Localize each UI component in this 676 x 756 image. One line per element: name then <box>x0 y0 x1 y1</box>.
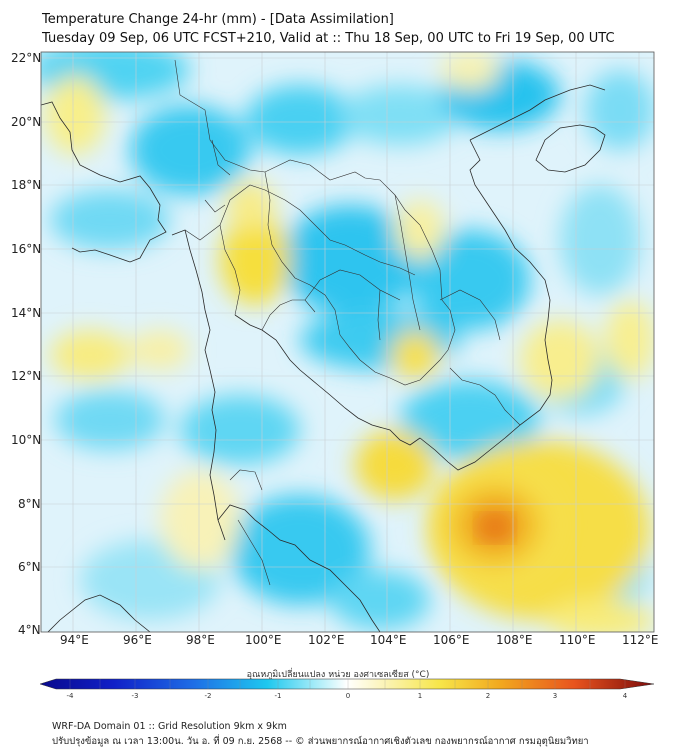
lon-label-94: 94°E <box>60 633 89 647</box>
lat-label-4: 4°N <box>18 623 41 637</box>
lat-label-22: 22°N <box>11 51 42 65</box>
lon-label-106: 106°E <box>433 633 470 647</box>
lon-label-102: 102°E <box>308 633 345 647</box>
colorbar-title: อุณหภูมิเปลี่ยนแปลง หน่วย องศาเซลเซียส (… <box>246 670 430 680</box>
lat-label-20: 20°N <box>11 115 42 129</box>
colorbar-tick: -2 <box>204 692 212 700</box>
lat-label-16: 16°N <box>11 242 42 256</box>
footer-line-1: WRF-DA Domain 01 :: Grid Resolution 9km … <box>52 721 287 732</box>
colorbar-tick: 0 <box>345 692 351 700</box>
lon-label-96: 96°E <box>123 633 152 647</box>
lon-label-112: 112°E <box>622 633 659 647</box>
lon-label-110: 110°E <box>559 633 596 647</box>
colorbar-tick: -4 <box>66 692 74 700</box>
borders <box>174 59 521 586</box>
graticule <box>41 52 654 632</box>
footer: WRF-DA Domain 01 :: Grid Resolution 9km … <box>52 719 589 749</box>
map-frame <box>40 51 655 633</box>
title-line-1: Temperature Change 24-hr (mm) - [Data As… <box>42 12 394 27</box>
lon-label-104: 104°E <box>370 633 407 647</box>
lon-label-98: 98°E <box>186 633 215 647</box>
colorbar-tick: 1 <box>417 692 423 700</box>
footer-line-2: ปรับปรุงข้อมูล ณ เวลา 13:00น. วัน อ. ที่… <box>52 736 589 747</box>
colorbar-tick: 4 <box>622 692 628 700</box>
colorbar-tick: -3 <box>131 692 139 700</box>
lat-label-6: 6°N <box>18 560 41 574</box>
lon-label-108: 108°E <box>496 633 533 647</box>
lat-label-14: 14°N <box>11 306 42 320</box>
lat-label-18: 18°N <box>11 178 42 192</box>
colorbar <box>39 678 655 690</box>
colorbar-tick: 3 <box>552 692 558 700</box>
lat-label-12: 12°N <box>11 369 42 383</box>
colorbar-tick: -1 <box>274 692 282 700</box>
lat-label-10: 10°N <box>11 433 42 447</box>
temperature-field <box>41 52 654 632</box>
map-title: Temperature Change 24-hr (mm) - [Data As… <box>42 11 615 49</box>
colorbar-tick: 2 <box>485 692 491 700</box>
title-line-2: Tuesday 09 Sep, 06 UTC FCST+210, Valid a… <box>42 31 615 46</box>
map-svg <box>40 51 655 633</box>
lon-label-100: 100°E <box>245 633 282 647</box>
coastlines <box>41 84 606 632</box>
lat-label-8: 8°N <box>18 497 41 511</box>
map-panel <box>40 51 655 633</box>
